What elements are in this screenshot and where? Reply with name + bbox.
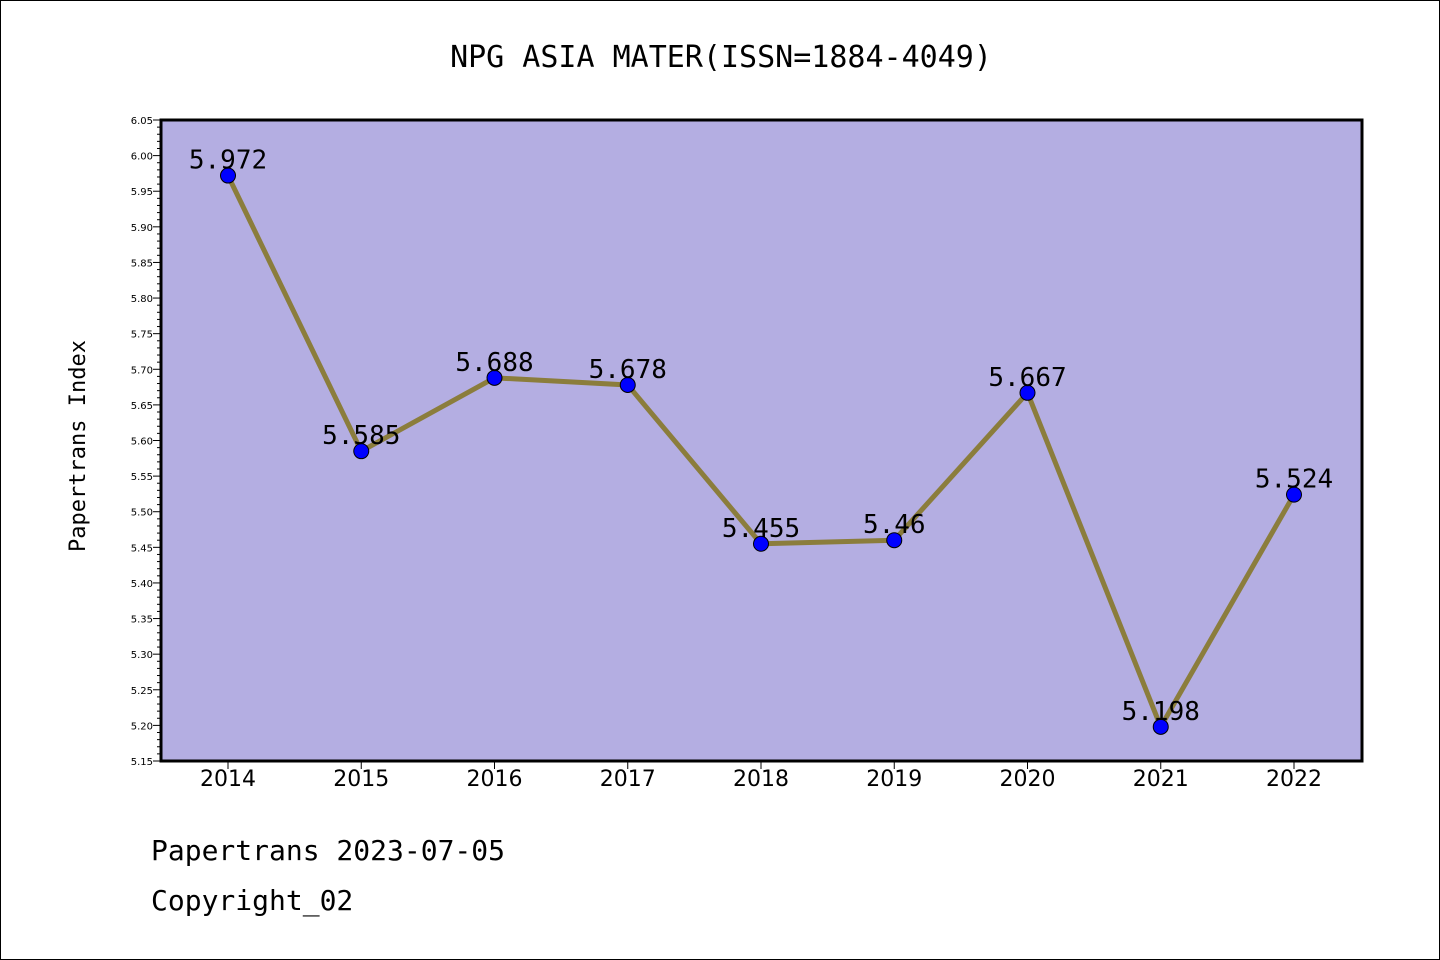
y-tick-label: 5.90 [131, 223, 153, 234]
y-tick-label: 5.70 [131, 365, 153, 376]
y-tick-label: 5.85 [131, 258, 153, 269]
y-tick-label: 6.05 [131, 116, 153, 127]
data-point [886, 532, 903, 549]
x-tick-label: 2019 [866, 767, 922, 792]
x-tick-label: 2018 [733, 767, 789, 792]
data-point [1286, 486, 1302, 503]
footer-date: Papertrans 2023-07-05 [151, 834, 506, 867]
y-tick-label: 5.45 [131, 543, 153, 554]
data-point [220, 167, 236, 184]
x-tick-label: 2017 [600, 767, 656, 792]
y-tick-label: 5.95 [131, 187, 153, 198]
y-tick-label: 5.50 [131, 508, 153, 519]
y-tick-label: 5.60 [131, 437, 153, 448]
y-tick-label: 5.15 [131, 757, 153, 768]
data-label: 5.455 [722, 514, 800, 544]
x-tick-label: 2014 [200, 767, 256, 792]
y-tick-label: 5.25 [131, 686, 153, 697]
y-tick-label: 5.35 [131, 615, 153, 626]
x-tick-label: 2021 [1133, 767, 1189, 792]
data-label: 5.688 [455, 348, 533, 378]
data-point [353, 443, 370, 460]
plot-area [161, 120, 1362, 761]
chart-title: NPG ASIA MATER(ISSN=1884-4049) [450, 40, 992, 75]
footer-copyright: Copyright_02 [151, 884, 354, 917]
y-tick-label: 5.55 [131, 472, 153, 483]
data-label: 5.585 [322, 421, 400, 451]
y-tick-label: 5.20 [131, 721, 153, 732]
data-point [753, 535, 769, 552]
y-tick-label: 5.30 [131, 650, 153, 661]
x-tick-label: 2016 [467, 767, 523, 792]
plot-border [159, 118, 1364, 763]
data-label: 5.972 [189, 146, 267, 176]
x-tick-label: 2020 [1000, 767, 1056, 792]
x-tick-label: 2015 [333, 767, 389, 792]
y-tick-label: 5.65 [131, 401, 153, 412]
markers-group [220, 167, 1302, 735]
data-label: 5.524 [1255, 465, 1333, 495]
x-tick-label: 2022 [1266, 767, 1322, 792]
y-axis: 5.15 5.20 5.25 5.30 5.35 5.40 5.45 5.50 5.55 5.60… [131, 116, 161, 768]
data-labels-group: 5.972 5.585 5.688 5.678 5.455 5.46 5.667 5.198 5… [189, 146, 1333, 727]
y-tick-label: 5.80 [131, 294, 153, 305]
y-axis-label: Papertrans Index [66, 340, 91, 552]
y-tick-label: 5.40 [131, 579, 153, 590]
data-point [1019, 384, 1036, 401]
data-label: 5.198 [1122, 697, 1200, 727]
x-axis: 2014 2015 2016 2017 2018 2019 2020 2021 2022 [200, 761, 1322, 792]
data-label: 5.46 [863, 510, 926, 540]
y-tick-label: 5.75 [131, 330, 153, 341]
data-label: 5.667 [988, 363, 1066, 393]
data-point [486, 369, 503, 386]
y-tick-label: 6.00 [131, 152, 153, 163]
data-point [619, 376, 636, 393]
data-label: 5.678 [589, 355, 667, 385]
data-point [1152, 718, 1169, 735]
